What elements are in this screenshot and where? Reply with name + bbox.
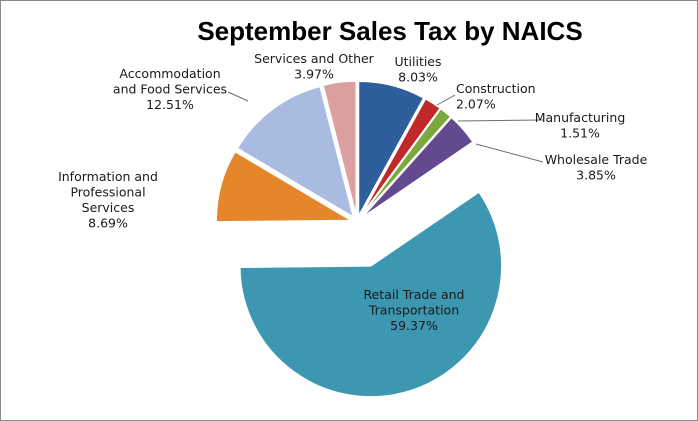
label-wholesale-trade: Wholesale Trade 3.85%: [545, 152, 648, 183]
label-text: and Food Services: [113, 82, 227, 97]
label-value: 12.51%: [146, 97, 194, 112]
label-text: Retail Trade and: [363, 287, 464, 302]
slice-wholesale-trade: [360, 116, 475, 219]
label-text: Accommodation: [119, 66, 220, 81]
label-value: 1.51%: [560, 126, 600, 141]
label-services-and-other: Services and Other 3.97%: [254, 51, 375, 82]
label-retail-trade-and-transportation: Retail Trade and Transportation 59.37%: [363, 287, 464, 333]
label-value: 8.69%: [88, 216, 128, 231]
label-text: Manufacturing: [535, 110, 626, 125]
label-value: 3.97%: [294, 67, 334, 82]
pie-slices: [215, 80, 503, 398]
slice-retail-trade-and-transportation: [239, 190, 503, 398]
label-utilities: Utilities 8.03%: [394, 54, 441, 85]
label-text: Construction: [456, 81, 536, 96]
label-text: Information and: [58, 169, 158, 184]
label-text: Services: [82, 200, 135, 215]
leader-construction: [436, 94, 456, 106]
slice-information-and-professional-services: [215, 150, 354, 223]
label-text: Services and Other: [254, 51, 375, 66]
leader-wholesale-trade: [475, 143, 544, 163]
label-text: Transportation: [368, 303, 459, 318]
label-value: 59.37%: [390, 318, 438, 333]
slice-utilities: [357, 80, 425, 217]
label-manufacturing: Manufacturing 1.51%: [535, 110, 626, 141]
label-text: Utilities: [394, 54, 441, 69]
slice-accommodation-and-food-services: [236, 85, 355, 219]
label-value: 2.07%: [456, 97, 496, 112]
label-information-and-professional-services: Information and Professional Services 8.69%: [58, 169, 158, 231]
label-accommodation-and-food-services: Accommodation and Food Services 12.51%: [113, 66, 227, 112]
label-text: Professional: [70, 185, 145, 200]
label-value: 8.03%: [398, 70, 438, 85]
data-labels: Utilities 8.03%Construction 2.07%Manufactu…: [58, 51, 648, 333]
leader-manufacturing: [457, 119, 544, 122]
label-text: Wholesale Trade: [545, 152, 648, 167]
leader-lines: [227, 91, 544, 163]
label-value: 3.85%: [576, 168, 616, 183]
chart-title: September Sales Tax by NAICS: [197, 16, 582, 46]
leader-accommodation-and-food-services: [227, 91, 249, 102]
label-construction: Construction 2.07%: [456, 81, 536, 112]
slice-services-and-other: [322, 80, 357, 217]
slice-manufacturing: [360, 107, 452, 218]
